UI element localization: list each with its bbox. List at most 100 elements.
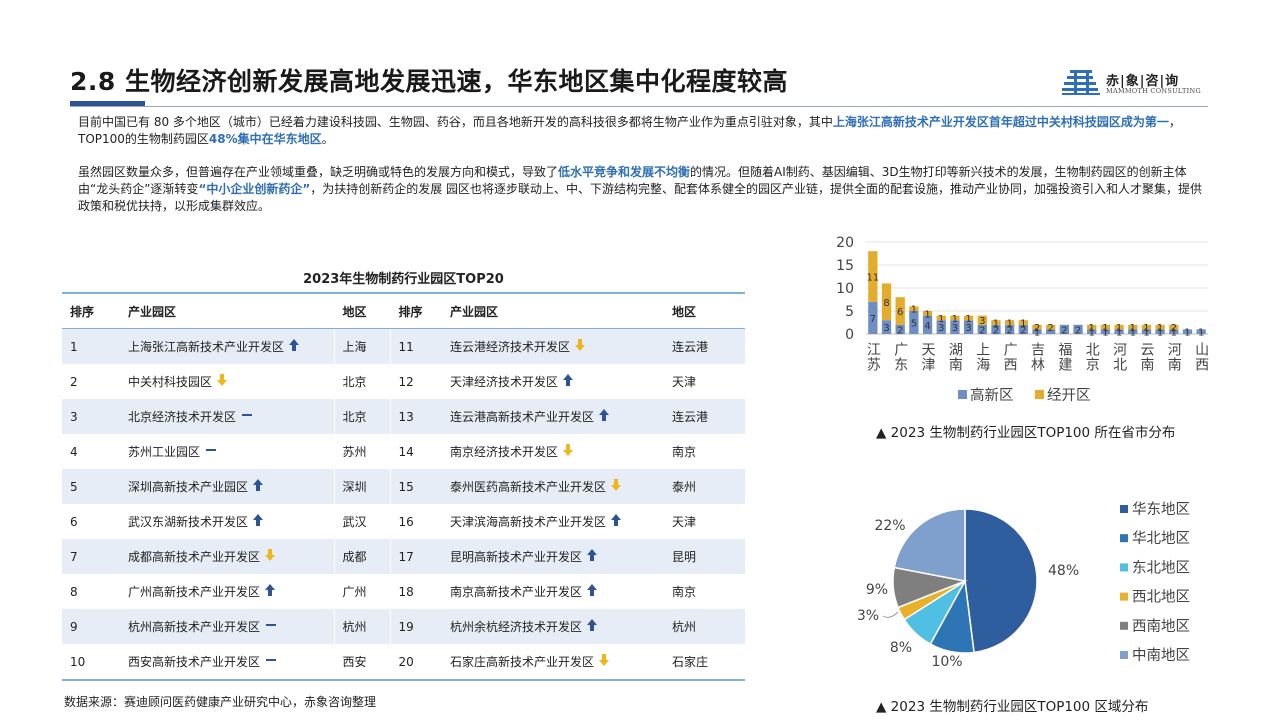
table-row: 5 深圳高新技术产业园区 深圳 15 泰州医药高新技术产业开发区 泰州 (62, 469, 745, 504)
bar-segment-high-tech (1018, 324, 1028, 334)
bar-segment-economic (1169, 324, 1179, 330)
legend-label: 西南地区 (1132, 618, 1190, 635)
table-row: 3 北京经济技术开发区 北京 13 连云港高新技术产业开发区 连云港 (62, 399, 745, 434)
bar-data-label: 4 (924, 321, 930, 332)
pie-slice (964, 508, 1038, 654)
rank-cell-text: 7 (70, 549, 78, 564)
table-row: 9 杭州高新技术产业开发区 杭州 19 杭州余杭经济技术开发区 杭州 (62, 609, 745, 644)
legend-label: 华北地区 (1132, 530, 1190, 547)
region-cell-text: 杭州 (672, 620, 697, 634)
park-cell: 西安高新技术产业开发区 (120, 644, 334, 681)
legend-label: 东北地区 (1132, 559, 1190, 576)
region-cell: 武汉 (333, 504, 390, 539)
bar-data-label: 1 (1130, 323, 1136, 334)
bar-segment-economic (881, 283, 892, 321)
header-park: 产业园区 (120, 292, 334, 329)
header-region: 地区 (664, 292, 745, 329)
rank-cell: 15 (389, 469, 442, 504)
park-cell-text: 深圳高新技术产业园区 (128, 480, 249, 494)
y-tick-label: 15 (836, 258, 854, 274)
bar-segment-high-tech (1182, 329, 1193, 334)
region-cell-text: 西安 (342, 655, 367, 669)
region-cell-text: 泰州 (672, 480, 697, 494)
bar-segment-high-tech (1032, 329, 1042, 334)
dash-icon (205, 444, 217, 459)
rank-cell: 20 (389, 644, 442, 681)
bar-data-label: 1 (1102, 328, 1108, 339)
bar-segment-high-tech (1059, 324, 1070, 334)
region-cell: 昆明 (664, 539, 745, 574)
pie-slice (893, 508, 966, 582)
bar-data-label: 2 (979, 325, 985, 336)
ranking-table: 排序 产业园区 地区 排序 产业园区 地区 1 上海张江高新技术产业开发区 上海 11… (62, 292, 745, 681)
rank-cell: 11 (389, 328, 442, 364)
rank-cell-text: 2 (70, 374, 78, 389)
arrow-up-icon (599, 409, 610, 424)
bar-data-label: 1 (1020, 319, 1026, 330)
legend-label: 经开区 (1047, 387, 1091, 404)
rank-cell-text: 15 (398, 479, 414, 494)
park-cell: 广州高新技术产业开发区 (120, 574, 334, 609)
park-cell: 杭州余杭经济技术开发区 (442, 609, 664, 644)
region-cell: 广州 (333, 574, 390, 609)
park-cell: 南京经济技术开发区 (442, 434, 664, 469)
rank-cell: 19 (389, 609, 442, 644)
bar-segment-high-tech (977, 324, 987, 334)
bar-segment-high-tech (909, 311, 919, 334)
bar-data-label: 5 (911, 319, 917, 330)
region-cell: 北京 (333, 364, 390, 399)
arrow-up-icon (265, 584, 276, 599)
x-tick-label: 广东 (892, 342, 908, 372)
x-tick-label: 上海 (974, 342, 990, 372)
pie-value-label: 10% (931, 654, 962, 670)
x-tick-label: 北京 (1084, 342, 1100, 372)
legend-swatch-economic (1035, 390, 1044, 399)
mammoth-logo-icon (1062, 70, 1100, 95)
region-cell-text: 武汉 (342, 515, 367, 529)
legend-swatch (1120, 534, 1128, 543)
pie-value-label: 22% (874, 518, 905, 534)
arrow-down-icon (575, 339, 586, 354)
bar-segment-high-tech (1169, 329, 1179, 334)
rank-cell: 12 (389, 364, 442, 399)
bar-segment-high-tech (1100, 329, 1111, 334)
legend-swatch (1120, 651, 1128, 659)
bar-data-label: 1 (1089, 328, 1095, 339)
park-cell: 成都高新技术产业开发区 (120, 539, 334, 574)
rank-cell: 14 (389, 434, 442, 469)
bar-data-label: 2 (1047, 323, 1053, 334)
x-tick-label: 广西 (1002, 342, 1018, 372)
park-cell: 苏州工业园区 (120, 434, 334, 469)
region-cell: 连云港 (664, 328, 745, 364)
region-cell-text: 苏州 (342, 445, 367, 459)
park-cell: 天津经济技术开发区 (442, 364, 664, 399)
park-cell-text: 杭州高新技术产业开发区 (128, 620, 261, 634)
bar-segment-high-tech (936, 320, 946, 334)
intro-paragraph-2: 虽然园区数量众多，但普遍存在产业领域重叠，缺乏明确或特色的发展方向和模式，导致了… (78, 165, 1203, 213)
bar-data-label: 1 (993, 319, 999, 330)
region-cell-text: 南京 (672, 585, 697, 599)
legend-swatch (1120, 592, 1128, 601)
park-cell-text: 上海张江高新技术产业开发区 (128, 340, 285, 354)
region-cell: 南京 (664, 434, 745, 469)
x-tick-label: 江苏 (865, 342, 881, 372)
park-cell-text: 成都高新技术产业开发区 (128, 550, 261, 564)
region-cell-text: 天津 (672, 515, 697, 529)
park-cell-text: 杭州余杭经济技术开发区 (450, 620, 583, 634)
region-cell: 连云港 (664, 399, 745, 434)
park-cell: 连云港高新技术产业开发区 (442, 399, 664, 434)
region-cell-text: 杭州 (342, 620, 367, 634)
region-cell: 西安 (333, 644, 390, 681)
bar-data-label: 1 (1198, 328, 1204, 339)
bar-data-label: 2 (1034, 323, 1040, 334)
bar-segment-high-tech (1073, 324, 1083, 334)
arrow-down-icon (599, 654, 610, 669)
rank-cell-text: 3 (70, 409, 78, 424)
region-cell-text: 广州 (342, 585, 367, 599)
rank-cell-text: 17 (398, 549, 414, 564)
arrow-up-icon (289, 339, 300, 354)
pie-leader-line (882, 611, 899, 618)
table-row: 1 上海张江高新技术产业开发区 上海 11 连云港经济技术开发区 连云港 (62, 328, 745, 364)
dash-icon (265, 654, 277, 669)
